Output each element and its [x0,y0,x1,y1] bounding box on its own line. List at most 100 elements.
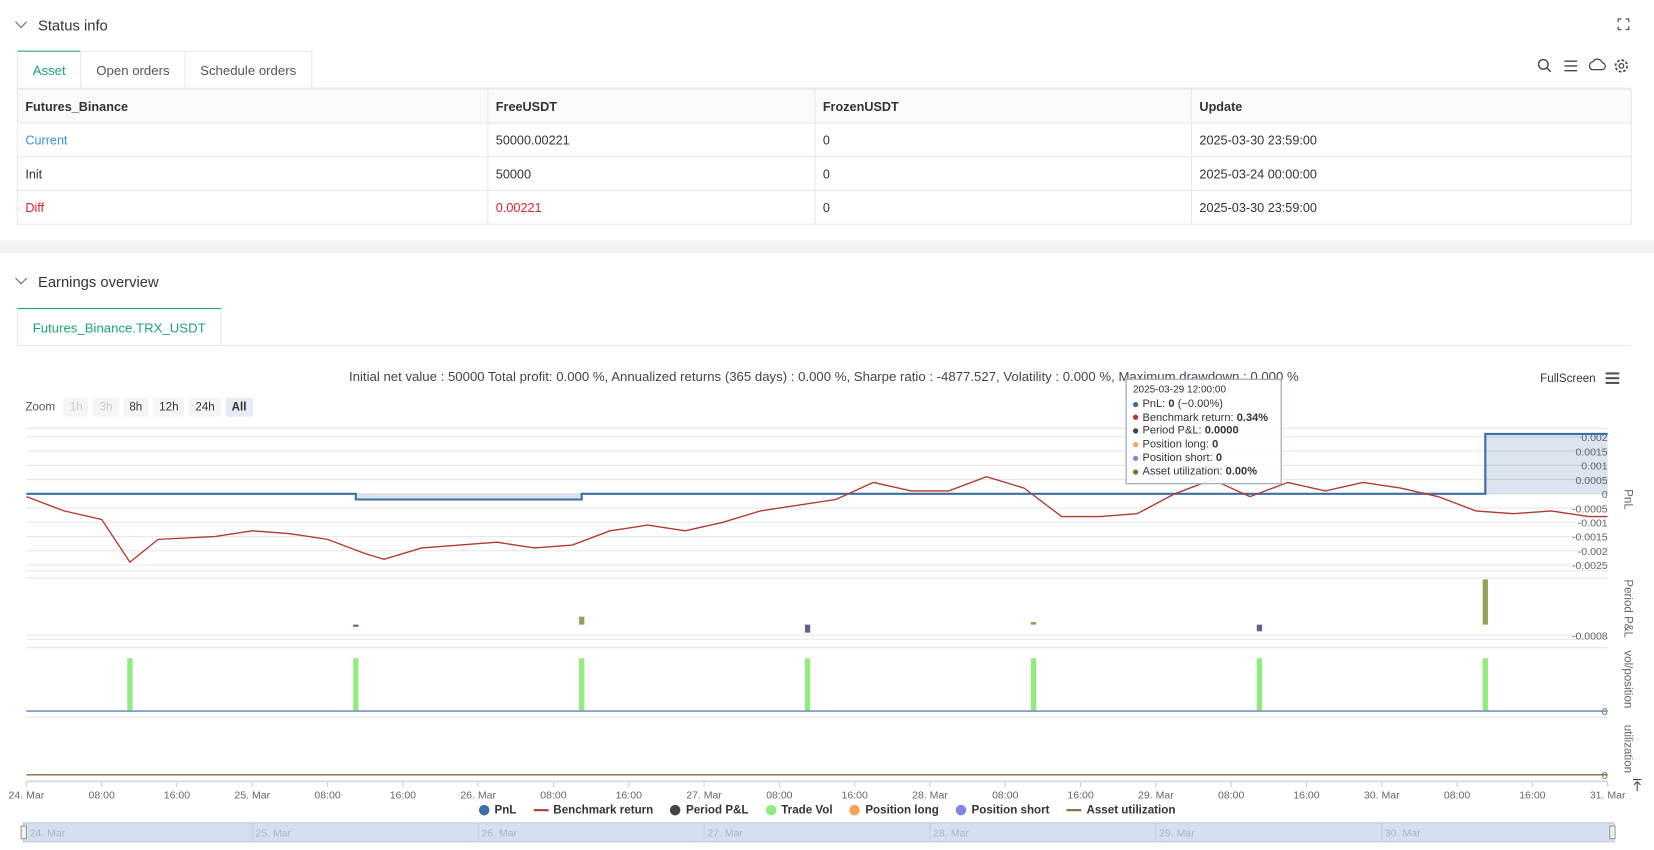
x-tick-label: 16:00 [616,790,642,802]
scroll-top[interactable] [1630,777,1645,792]
tooltip-label: Benchmark return: [1142,410,1234,424]
legend-item[interactable]: Period P&L [670,804,749,816]
bar [1482,579,1488,625]
legend-item[interactable]: Trade Vol [765,804,833,816]
navigator-label: 26. Mar [481,828,517,840]
bullet [1132,428,1139,434]
bar [804,624,811,633]
section-title: Status info [37,16,108,34]
x-tick-label: 08:00 [1444,790,1470,802]
navigator-handle[interactable] [1609,825,1616,840]
x-tick-label: 08:00 [992,790,1018,802]
bar [1482,658,1488,712]
collapse-icon[interactable] [15,16,28,29]
zoom-label: Zoom [25,400,55,414]
axis-title: utilization [1622,725,1635,773]
bar [1030,658,1037,712]
legend-item[interactable]: Position short [955,804,1050,816]
table-cell: Diff [16,189,489,225]
bar [804,658,811,712]
table-cell: 50000.00221 [487,122,816,158]
y-tick-label: -0.0015 [1572,532,1608,544]
navigator-label: 29. Mar [1159,828,1195,840]
legend-item[interactable]: Benchmark return [533,803,654,817]
x-tick-label: 27. Mar [686,790,722,802]
tooltip-row: Period P&L: 0.0000 [1132,424,1274,438]
y-tick-label: -0.0025 [1572,560,1608,572]
x-tick-label: 16:00 [1067,790,1093,802]
navigator-label: 28. Mar [933,828,969,840]
legend-item[interactable]: Position long [849,803,939,817]
legend-item[interactable]: Asset utilization [1066,803,1176,817]
table-cell: 2025-03-30 23:59:00 [1190,189,1632,225]
bar [1256,658,1263,712]
x-tick-label: 30. Mar [1364,790,1400,802]
tab[interactable]: Futures_Binance.TRX_USDT [16,308,222,345]
bar [353,624,359,627]
tooltip-value: 0.0000 [1204,424,1239,438]
x-tick-label: 08:00 [766,790,792,802]
legend-label: Benchmark return [553,803,654,817]
zoom-button[interactable]: 1h [63,397,90,417]
legend-symbol [670,804,681,816]
tooltip-row: Asset utilization: 0.00% [1132,464,1274,478]
axis-title: vol/position [1622,650,1635,708]
bullet [1132,468,1139,475]
toolbar-icons[interactable] [1537,58,1632,75]
summary: Initial net value : 50000 Total profit: … [349,369,1299,384]
series-line [26,475,1608,564]
y-tick-label: 0.002 [1581,432,1607,444]
tooltip-row: Benchmark return: 0.34% [1132,410,1274,424]
navigator-label: 25. Mar [255,828,291,840]
legend-symbol [955,804,967,816]
zoom-button[interactable]: All [225,397,253,417]
header-cell: Update [1190,88,1632,124]
x-tick-label: 16:00 [841,790,867,802]
x-tick-label: 08:00 [314,790,340,802]
zoom-button[interactable]: 12h [152,397,185,417]
table-cell: 2025-03-24 00:00:00 [1190,156,1632,191]
tooltip-label: PnL: [1142,397,1166,411]
legend-symbol [765,804,776,816]
tab[interactable]: Open orders [80,50,186,88]
y-tick-label: 0.0005 [1575,475,1607,487]
y-tick-label: 0 [1602,706,1608,718]
asset-table: Futures_Binance FreeUSDT FrozenUSDT Update C… [16,88,1632,225]
tab[interactable]: Schedule orders [184,50,313,88]
table-cell: 0 [814,189,1193,225]
tooltip-value: 0.00% [1225,464,1258,478]
expand-icon[interactable] [1617,18,1630,31]
y-tick-label: 0 [1602,489,1608,501]
x-tick-label: 08:00 [540,790,566,802]
tooltip: 2025-03-29 12:00:00 PnL: 0 (−0.00%) Benchmar… [1125,378,1282,485]
legend-label: Asset utilization [1086,803,1176,817]
tab[interactable]: Asset [16,50,82,88]
navigator-handle[interactable] [20,825,27,840]
legend-label: Position long [865,803,939,817]
zoom-button[interactable]: 3h [93,397,119,417]
legend: PnL Benchmark return Period P&L Trade Vol Po… [0,803,1654,817]
tab-bar: Futures_Binance.TRX_USDT [16,308,1631,347]
legend-symbol [849,804,861,816]
x-tick-label: 16:00 [390,790,416,802]
y-tick-label: -0.001 [1578,518,1608,530]
y-tick-label: -0.0008 [1572,630,1608,642]
bar [1030,621,1037,625]
navigator-label: 24. Mar [30,828,66,840]
zoom-button[interactable]: 24h [189,397,222,417]
tooltip-row: Position short: 0 [1132,451,1274,464]
bar [353,658,359,712]
menu-icon[interactable] [1605,371,1621,385]
table-row: Diff 0.00221 0 2025-03-30 23:59:00 [16,189,1632,225]
x-tick-label: 28. Mar [912,790,948,802]
y-tick-label: -0.0005 [1572,503,1608,515]
zoom-button[interactable]: 8h [123,397,149,417]
legend-item[interactable]: PnL [478,804,516,816]
x-tick-label: 08:00 [1218,790,1244,802]
tooltip-row: Position long: 0 [1132,438,1274,451]
bullet [1132,455,1139,461]
fullscreen-button[interactable]: FullScreen [1540,372,1596,386]
zoom-bar: Zoom 1h 3h 8h 12h 24h All [25,397,253,417]
collapse-icon[interactable] [15,272,28,285]
